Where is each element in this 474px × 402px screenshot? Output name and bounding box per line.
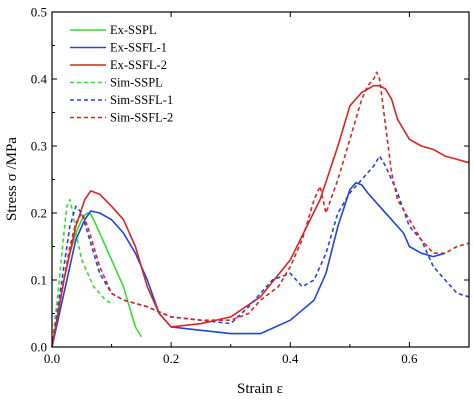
x-tick-label: 0.0 — [44, 351, 60, 366]
legend-label: Sim-SSFL-1 — [110, 93, 173, 107]
series-line-sim-ssfl-2 — [51, 71, 470, 348]
y-tick-label: 0.2 — [31, 206, 47, 221]
legend-label: Sim-SSPL — [110, 76, 163, 90]
x-tick-label: 0.6 — [401, 351, 418, 366]
series-line-sim-ssfl-1 — [51, 155, 470, 348]
y-tick-label: 0.0 — [31, 340, 47, 355]
y-tick-label: 0.1 — [31, 273, 47, 288]
legend-label: Ex-SSFL-1 — [110, 41, 167, 55]
y-tick-label: 0.4 — [31, 72, 48, 87]
y-tick-label: 0.5 — [31, 5, 47, 20]
series-layer — [51, 71, 470, 348]
x-axis-label: Strain ε — [237, 381, 283, 397]
x-tick-label: 0.2 — [163, 351, 179, 366]
legend-label: Ex-SSFL-2 — [110, 58, 167, 72]
ticks-layer: 0.0 0.2 0.4 0.6 0.0 0.1 0.2 0.3 0.4 0.5 — [31, 5, 469, 366]
legend: Ex-SSPL Ex-SSFL-1 Ex-SSFL-2 Sim-SSPL Sim-SSF… — [70, 23, 173, 125]
legend-label: Sim-SSFL-2 — [110, 111, 173, 125]
legend-label: Ex-SSPL — [110, 23, 157, 37]
y-axis-label: Stress σ /MPa — [4, 137, 20, 221]
y-tick-label: 0.3 — [31, 139, 47, 154]
x-tick-label: 0.4 — [282, 351, 299, 366]
series-line-ex-ssfl-1 — [51, 182, 446, 348]
series-line-sim-sspl — [51, 198, 112, 348]
series-line-ex-ssfl-2 — [51, 84, 470, 348]
